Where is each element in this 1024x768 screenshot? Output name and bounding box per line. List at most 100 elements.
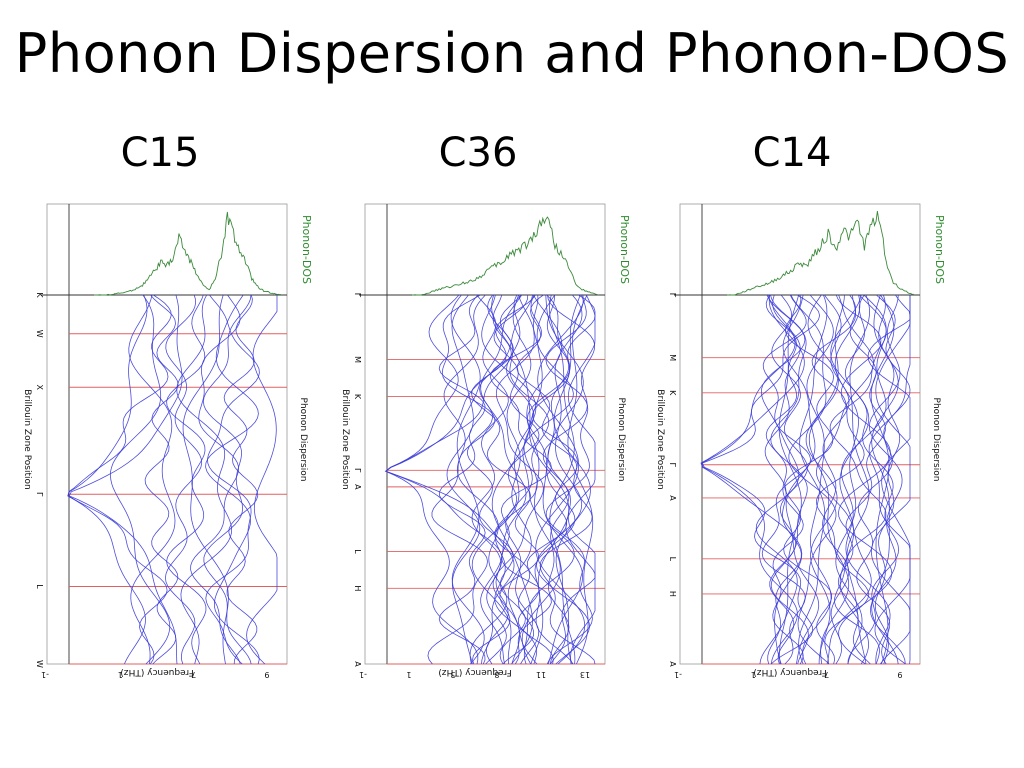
dispersion-side-label: Phonon Dispersion: [931, 398, 941, 482]
dispersion-band: [480, 294, 527, 665]
dispersion-band: [526, 294, 576, 665]
kpoint-label: K: [353, 394, 362, 400]
dispersion-band: [516, 294, 578, 665]
dispersion-band: [471, 294, 537, 665]
frequency-tick-label: -1: [41, 670, 49, 679]
dispersion-band: [535, 294, 586, 665]
dispersion-band: [384, 294, 479, 665]
dispersion-band: [841, 294, 891, 665]
kpoint-label: A: [353, 484, 362, 490]
y-axis-label: Brillouin Zone Position: [22, 389, 32, 489]
dispersion-side-label: Phonon Dispersion: [298, 398, 308, 482]
frequency-tick-label: 3: [450, 670, 455, 679]
kpoint-label: L: [35, 584, 44, 589]
dispersion-band: [764, 294, 802, 665]
dispersion-band: [166, 294, 207, 665]
dispersion-band: [492, 294, 544, 665]
slide-title: Phonon Dispersion and Phonon-DOS: [14, 22, 1010, 85]
dispersion-band: [565, 294, 596, 665]
dispersion-band: [837, 294, 886, 665]
frequency-tick-label: 7: [191, 670, 196, 679]
phonon-dos-curve: [726, 211, 914, 296]
dispersion-band: [769, 294, 808, 665]
dispersion-band: [802, 294, 834, 665]
x-axis-label: Frequency (THz): [753, 667, 826, 677]
dispersion-band: [518, 294, 575, 665]
dos-side-label: Phonon-DOS: [300, 215, 313, 284]
dispersion-band: [765, 294, 804, 665]
kpoint-label: M: [668, 354, 677, 361]
kpoint-label: L: [668, 557, 677, 562]
frequency-tick-label: 13: [580, 670, 590, 679]
dispersion-side-label: Phonon Dispersion: [616, 398, 626, 482]
dispersion-band: [438, 294, 486, 665]
frequency-tick-label: 7: [824, 670, 829, 679]
dispersion-band: [246, 295, 278, 665]
dispersion-band: [808, 294, 850, 665]
kpoint-label: W: [35, 660, 44, 668]
dispersion-band: [491, 294, 533, 665]
dispersion-band: [868, 294, 906, 665]
frequency-tick-label: 9: [264, 670, 269, 679]
dispersion-band: [109, 294, 171, 665]
dispersion-band: [778, 294, 802, 665]
panel-title-c14: C14: [752, 130, 832, 176]
frequency-tick-label: 8: [494, 670, 499, 679]
kpoint-label: A: [353, 661, 362, 667]
dispersion-band: [870, 295, 911, 665]
plot-frame: [46, 203, 288, 665]
dispersion-band: [815, 294, 874, 665]
dispersion-band: [164, 294, 203, 665]
dispersion-band: [783, 294, 836, 665]
kpoint-label: Γ: [668, 293, 677, 298]
phonon-dos-curve: [412, 216, 599, 296]
dispersion-band: [546, 294, 570, 665]
frequency-tick-label: 1: [406, 670, 411, 679]
dispersion-band: [829, 294, 887, 665]
dispersion-band: [798, 294, 828, 665]
dispersion-band: [489, 294, 552, 665]
dispersion-band: [521, 294, 563, 665]
kpoint-label: X: [35, 385, 44, 391]
dispersion-band: [755, 294, 806, 665]
dispersion-band: [529, 294, 570, 665]
kpoint-label: K: [35, 292, 44, 298]
dispersion-band: [450, 294, 485, 665]
chart-c15: K W X Γ L W -1 1 7 9 Frequency (THz) Brillouin Zone…: [22, 203, 313, 679]
kpoint-label: H: [668, 591, 677, 597]
dispersion-band: [782, 294, 820, 665]
dispersion-band: [487, 294, 550, 665]
kpoint-label: K: [668, 390, 677, 396]
kpoint-label: A: [668, 661, 677, 667]
dispersion-band: [182, 294, 229, 665]
kpoint-label: H: [353, 585, 362, 591]
x-axis-label: Frequency (THz): [438, 667, 511, 677]
dispersion-band: [176, 294, 233, 665]
dispersion-band: [202, 294, 252, 665]
dispersion-band: [548, 294, 576, 665]
kpoint-label: M: [353, 356, 362, 363]
phonon-dos-curve: [94, 211, 281, 296]
dispersion-band: [838, 294, 893, 665]
dispersion-band: [567, 294, 594, 665]
dispersion-band: [844, 294, 900, 665]
dispersion-band: [144, 294, 179, 665]
frequency-tick-label: 11: [536, 670, 546, 679]
dispersion-band: [493, 294, 540, 665]
dispersion-band: [223, 294, 259, 665]
kpoint-label: Γ: [353, 468, 362, 473]
kpoint-label: Γ: [353, 293, 362, 298]
dispersion-band: [471, 294, 509, 665]
dispersion-band: [67, 294, 172, 665]
dispersion-band: [542, 294, 584, 665]
dispersion-band: [700, 294, 798, 665]
dispersion-band: [830, 294, 870, 665]
dispersion-band: [701, 294, 821, 665]
frequency-tick-label: -1: [674, 670, 682, 679]
dispersion-band: [443, 294, 508, 665]
dispersion-band: [874, 294, 901, 665]
dos-side-label: Phonon-DOS: [618, 215, 631, 284]
dispersion-band: [471, 294, 540, 665]
dos-side-label: Phonon-DOS: [933, 215, 946, 284]
